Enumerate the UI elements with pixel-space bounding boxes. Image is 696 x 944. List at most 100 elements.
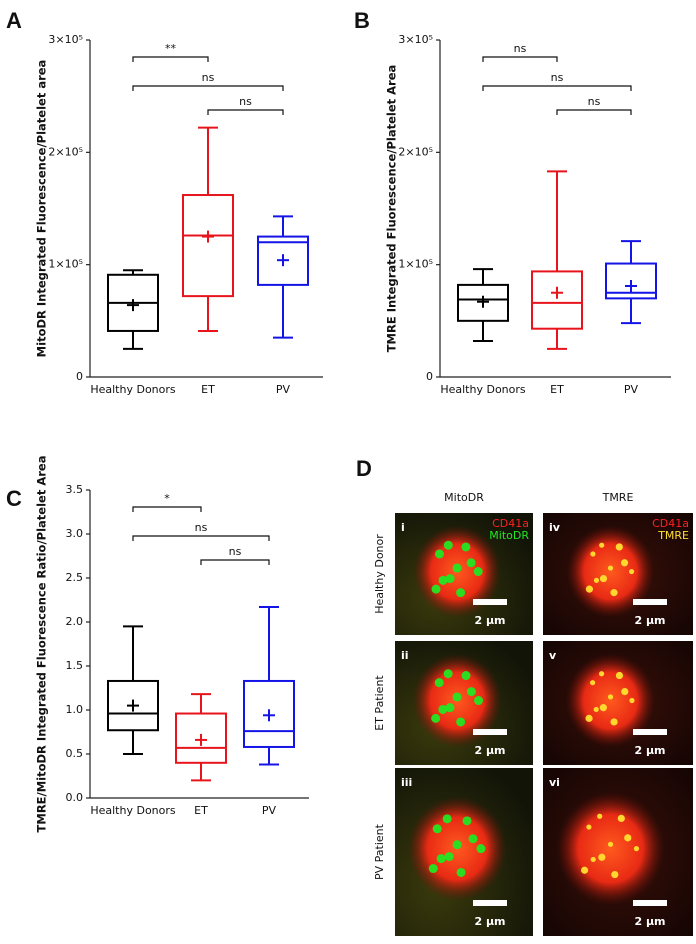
y-tick-label: 3×10⁵ [48,33,83,46]
y-tick-label: 0.5 [66,747,84,760]
organelle [610,718,618,726]
y-tick-label: 2×10⁵ [398,145,433,158]
organelle [432,824,442,834]
organelle [445,703,455,713]
organelle [445,574,455,584]
organelle [443,540,453,550]
y-tick-label: 0.0 [66,791,84,804]
y-tick-label: 1×10⁵ [398,258,433,271]
significance-label: ns [514,42,527,55]
organelle [438,575,448,585]
organelle [598,853,606,861]
organelle [593,706,599,713]
significance-bracket [556,109,632,115]
panel-letter: D [356,456,372,481]
significance-label: ns [195,521,208,534]
scale-bar [633,900,667,906]
column-header: MitoDR [444,491,484,504]
y-tick-label: 3.0 [66,527,84,540]
y-tick-label: 0 [426,370,433,383]
box [182,194,234,298]
organelle [597,813,603,819]
organelle [585,714,593,722]
scale-bar [633,599,667,605]
significance-bracket [132,506,202,512]
image-label: v [549,649,557,662]
box [175,712,227,764]
y-tick-label: 2×10⁵ [48,145,83,158]
box [457,283,509,322]
significance-label: ns [202,71,215,84]
x-tick-label: Healthy Donors [90,804,176,817]
organelle [617,814,625,823]
organelle [474,696,484,706]
organelle [590,551,596,557]
panel-letter: B [354,8,370,33]
x-tick-label: ET [194,804,208,817]
y-tick-label: 1.5 [66,659,84,672]
organelle [461,542,471,552]
y-tick-label: 2.0 [66,615,84,628]
panel-letter: C [6,486,22,511]
y-tick-label: 3.5 [66,483,84,496]
organelle [435,549,445,559]
row-header: ET Patient [373,675,386,731]
organelle [590,856,596,863]
box [605,262,657,300]
organelle [615,671,624,680]
organelle [462,816,472,826]
x-tick-label: Healthy Donors [440,383,526,396]
box [257,235,309,286]
organelle [599,542,605,548]
organelle [438,704,448,714]
organelle [452,563,462,573]
image-legend: TMRE [657,529,689,542]
significance-label: ns [588,95,601,108]
row-header: Healthy Donor [373,534,386,614]
organelle [610,589,618,597]
organelle [456,717,466,727]
y-tick-label: 3×10⁵ [398,33,433,46]
organelle [428,864,438,874]
panel-letter: A [6,8,22,33]
box [243,679,295,748]
significance-bracket [132,535,270,541]
x-tick-label: ET [550,383,564,396]
significance-label: ** [165,42,177,55]
organelle [436,854,446,864]
image-label: ii [401,649,409,662]
organelle [593,577,600,583]
scale-label: 2 µm [634,744,665,757]
cell [556,791,665,906]
organelle [466,687,476,697]
significance-label: ns [229,545,242,558]
image-legend: MitoDR [489,529,529,542]
significance-label: ns [551,71,564,84]
x-tick-label: PV [262,804,277,817]
organelle [431,713,441,723]
organelle [456,867,466,877]
scale-bar [473,729,507,735]
organelle [620,559,629,567]
y-axis-label: MitoDR Integrated Fluorescence/Platelet … [35,60,49,358]
scale-bar [473,900,507,906]
scale-bar [473,599,507,605]
y-axis-label: TMRE/MitoDR Integrated Fluorescence Rati… [35,456,49,833]
scale-label: 2 µm [634,614,665,627]
organelle [580,866,589,874]
organelle [599,574,608,583]
organelle [443,669,453,679]
significance-bracket [207,109,284,115]
organelle [607,694,614,700]
image-legend: CD41a [492,517,529,530]
organelle [466,558,476,568]
organelle [629,697,635,704]
significance-bracket [132,56,209,62]
cell [566,525,655,618]
organelle [611,870,619,879]
organelle [434,678,444,688]
significance-bracket [482,85,632,91]
x-tick-label: PV [276,383,291,396]
organelle [476,844,486,854]
